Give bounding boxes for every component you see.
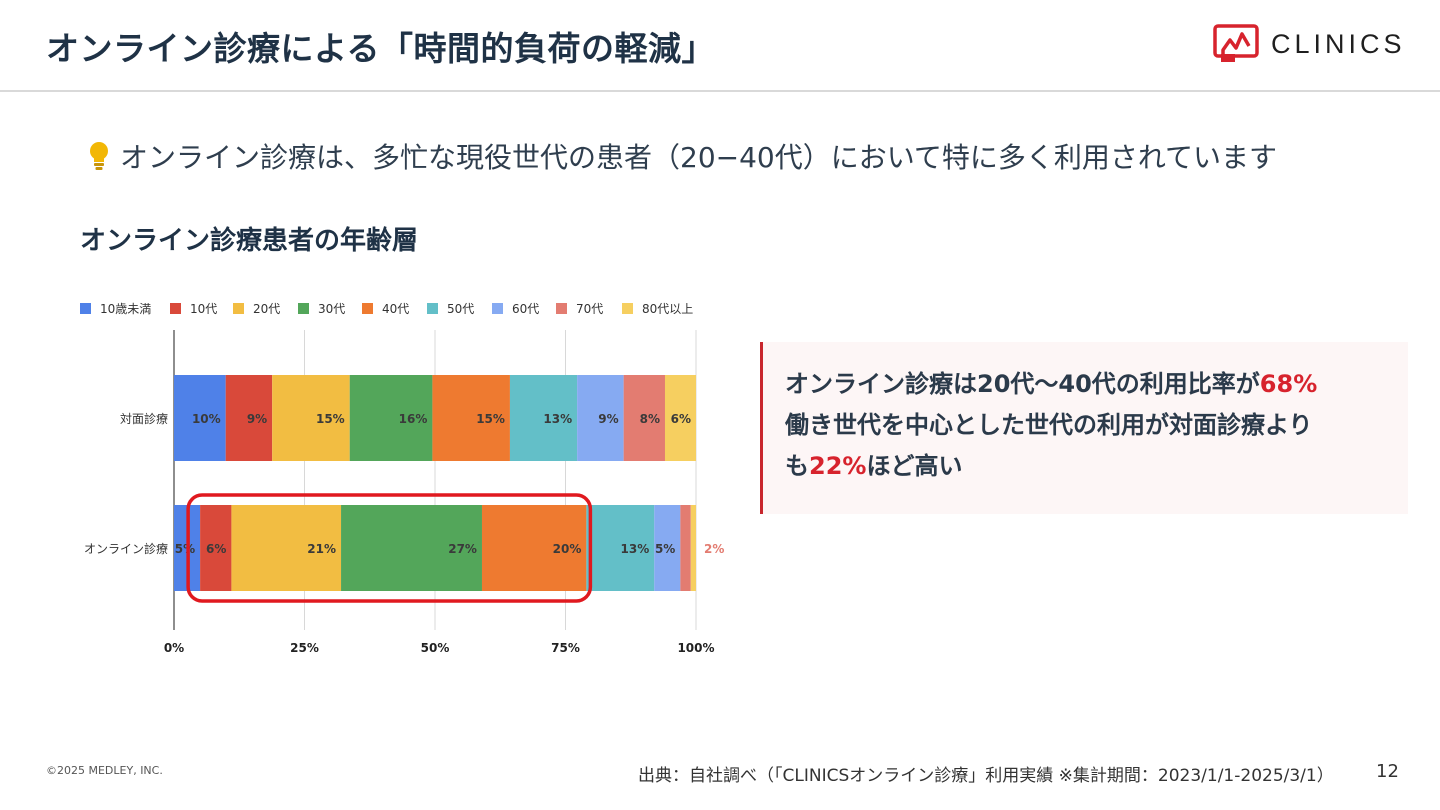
- data-label: 20%: [553, 542, 582, 556]
- legend-label: 10代: [190, 302, 217, 316]
- callout-line2: 働き世代を中心とした世代の利用が対面診療より: [785, 411, 1313, 439]
- legend-swatch: [427, 303, 438, 314]
- legend-swatch: [298, 303, 309, 314]
- data-label: 13%: [543, 412, 572, 426]
- callout-line1: オンライン診療は20代〜40代の利用比率が: [785, 370, 1260, 398]
- legend-label: 70代: [576, 302, 603, 316]
- x-tick-label: 50%: [421, 641, 450, 655]
- header: オンライン診療による「時間的負荷の軽減」 CLINICS: [0, 0, 1440, 92]
- lead-statement: オンライン診療は、多忙な現役世代の患者（20−40代）において特に多く利用されて…: [88, 136, 1277, 176]
- legend-swatch: [362, 303, 373, 314]
- lead-text: オンライン診療は、多忙な現役世代の患者（20−40代）において特に多く利用されて…: [120, 141, 1278, 174]
- data-label: 15%: [316, 412, 345, 426]
- x-tick-label: 25%: [290, 641, 319, 655]
- data-label: 16%: [399, 412, 428, 426]
- legend-label: 60代: [512, 302, 539, 316]
- data-label: 27%: [448, 542, 477, 556]
- x-axis-ticks: 0% 25% 50% 75% 100%: [164, 641, 715, 655]
- bar-segment: [341, 505, 482, 591]
- chart-bars: 10% 9% 15% 16% 15% 13% 9% 8% 6% 5% 6% 21% 27% 20% 13% 5…: [174, 375, 724, 591]
- callout-highlight-68: 68%: [1259, 370, 1318, 398]
- copyright: ©2025 MEDLEY, INC.: [46, 764, 163, 777]
- data-label: 21%: [307, 542, 336, 556]
- bar-segment: [349, 375, 433, 461]
- page-title: オンライン診療による「時間的負荷の軽減」: [46, 29, 716, 68]
- chart-legend: 10歳未満 10代 20代 30代 40代 50代 60代 70代 80代以上: [80, 302, 693, 316]
- bar-segment: [231, 505, 342, 591]
- legend-label: 10歳未満: [100, 302, 151, 316]
- x-tick-label: 100%: [677, 641, 714, 655]
- legend-label: 80代以上: [642, 302, 693, 316]
- callout-highlight-22: 22%: [809, 452, 867, 480]
- category-label: オンライン診療: [84, 541, 168, 556]
- data-label: 8%: [640, 412, 660, 426]
- source-note: 出典：自社調べ（「CLINICSオンライン診療」利用実績 ※集計期間：2023/…: [638, 766, 1334, 786]
- data-label: 13%: [621, 542, 650, 556]
- data-label: 5%: [175, 542, 195, 556]
- legend-label: 40代: [382, 302, 409, 316]
- page-number: 12: [1376, 761, 1399, 782]
- legend-swatch: [492, 303, 503, 314]
- logo-text: CLINICS: [1271, 28, 1406, 59]
- bar-segment: [664, 375, 696, 461]
- highlight-rect: [186, 493, 593, 603]
- clinics-logo: CLINICS: [1213, 24, 1406, 64]
- bar-segment: [586, 505, 655, 591]
- legend-swatch: [622, 303, 633, 314]
- legend-label: 30代: [318, 302, 345, 316]
- callout-line3-prefix: も: [785, 452, 809, 480]
- bar-segment: [174, 375, 226, 461]
- clinics-logo-icon: [1213, 24, 1259, 62]
- legend-label: 20代: [253, 302, 280, 316]
- bar-segment: [225, 375, 273, 461]
- lightbulb-icon: [90, 142, 108, 170]
- data-label: 6%: [206, 542, 226, 556]
- data-label: 6%: [671, 412, 691, 426]
- data-label: 10%: [192, 412, 221, 426]
- highlight-box: [186, 493, 593, 603]
- stacked-bar-chart: 10歳未満 10代 20代 30代 40代 50代 60代 70代 80代以上 10% 9% 15%…: [80, 302, 724, 655]
- bar-segment: [680, 505, 691, 591]
- bar-segment: [509, 375, 578, 461]
- chart-title: オンライン診療患者の年齢層: [80, 226, 419, 256]
- legend-swatch: [170, 303, 181, 314]
- legend-swatch: [233, 303, 244, 314]
- data-label: 5%: [655, 542, 675, 556]
- bar-segment: [432, 375, 510, 461]
- insight-callout: オンライン診療は20代〜40代の利用比率が68% 働き世代を中心とした世代の利用…: [760, 342, 1408, 514]
- bar-segment: [272, 375, 350, 461]
- bar-segment: [577, 375, 624, 461]
- bar-segment: [690, 505, 696, 591]
- x-tick-label: 75%: [551, 641, 580, 655]
- outside-data-label: 2%: [704, 542, 724, 556]
- x-tick-label: 0%: [164, 641, 184, 655]
- legend-swatch: [80, 303, 91, 314]
- bar-segment: [623, 375, 665, 461]
- data-label: 9%: [247, 412, 267, 426]
- legend-swatch: [556, 303, 567, 314]
- bar-segment: [481, 505, 587, 591]
- callout-text: オンライン診療は20代〜40代の利用比率が68% 働き世代を中心とした世代の利用…: [785, 364, 1385, 487]
- data-label: 15%: [476, 412, 505, 426]
- legend-label: 50代: [447, 302, 474, 316]
- data-label: 9%: [598, 412, 618, 426]
- bar-segment: [654, 505, 681, 591]
- category-label: 対面診療: [120, 411, 168, 426]
- bar-segment: [200, 505, 232, 591]
- callout-line3-suffix: ほど高い: [866, 452, 963, 480]
